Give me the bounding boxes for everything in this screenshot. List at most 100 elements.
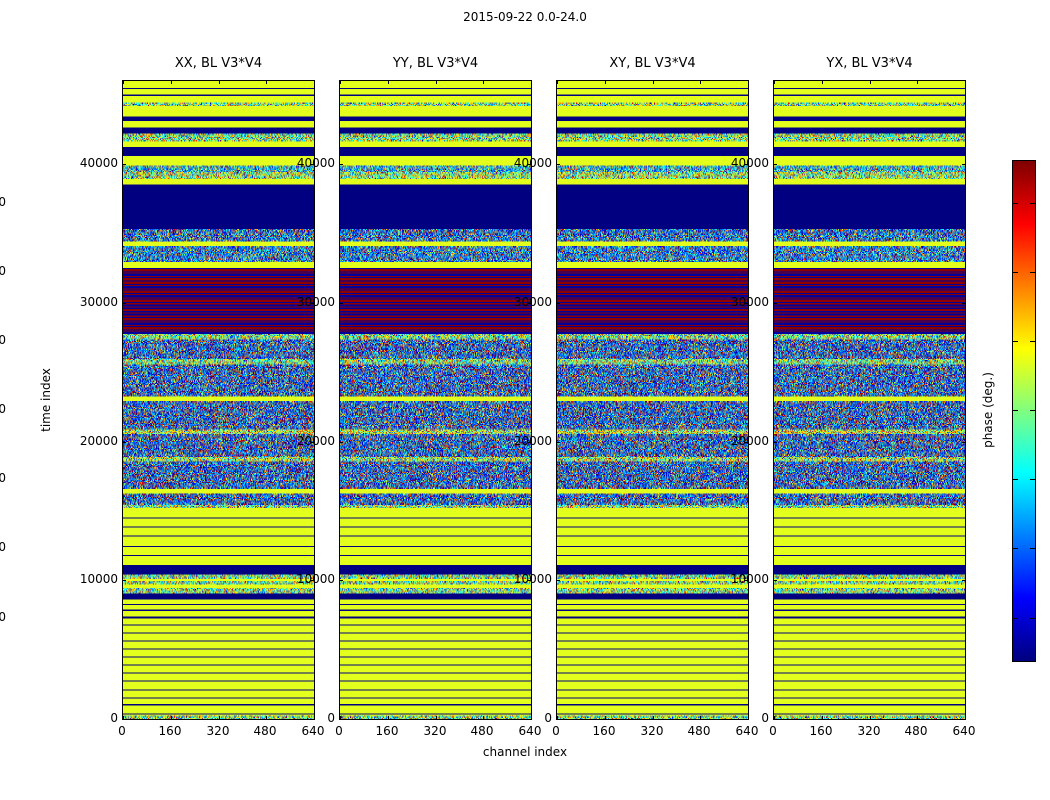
x-tick-mark <box>774 716 775 719</box>
y-tick-mark <box>340 164 343 165</box>
subplot-xx: XX, BL V3*V4 0 160 320 480 640 0 10000 20000 3000… <box>80 56 325 738</box>
x-tick-label: 640 <box>518 724 542 738</box>
y-tick-mark <box>311 719 315 720</box>
x-tick-mark <box>123 81 124 84</box>
colorbar-tick-label: −50 <box>0 471 6 485</box>
colorbar-tick-mark <box>1013 341 1018 342</box>
x-tick-mark <box>388 81 389 84</box>
x-tick-mark <box>917 716 918 719</box>
x-tick-label: 160 <box>809 724 833 738</box>
x-tick-label: 640 <box>735 724 759 738</box>
colorbar-tick-mark <box>1030 479 1035 480</box>
heatmap-image <box>340 81 531 719</box>
plot-area <box>122 80 315 720</box>
y-tick-label: 10000 <box>513 572 552 586</box>
x-tick-mark <box>266 81 267 84</box>
x-tick-mark <box>171 81 172 84</box>
y-tick-mark <box>311 164 314 165</box>
x-tick-mark <box>531 716 532 720</box>
figure-suptitle: 2015-09-22 0.0-24.0 <box>463 10 587 24</box>
plot-area <box>773 80 966 720</box>
x-tick-mark <box>965 716 966 720</box>
x-tick-mark <box>557 716 558 719</box>
colorbar-tick-mark <box>1013 203 1018 204</box>
y-tick-label: 30000 <box>730 295 769 309</box>
y-tick-mark <box>962 580 965 581</box>
x-tick-label: 0 <box>552 724 560 738</box>
y-tick-label: 20000 <box>296 434 335 448</box>
colorbar-tick-mark <box>1013 618 1018 619</box>
y-tick-label: 40000 <box>296 156 335 170</box>
x-tick-label: 480 <box>687 724 711 738</box>
colorbar-tick-mark <box>1013 272 1018 273</box>
y-tick-mark <box>556 719 560 720</box>
x-tick-mark <box>653 81 654 84</box>
x-tick-mark <box>340 81 341 84</box>
y-tick-mark <box>745 719 749 720</box>
x-tick-mark <box>557 81 558 84</box>
heatmap-image <box>774 81 965 719</box>
x-tick-mark <box>748 80 749 84</box>
x-tick-label: 320 <box>640 724 664 738</box>
y-tick-mark <box>962 442 965 443</box>
x-tick-mark <box>436 716 437 719</box>
y-tick-mark <box>745 580 748 581</box>
x-tick-mark <box>700 81 701 84</box>
x-tick-label: 160 <box>592 724 616 738</box>
x-tick-mark <box>123 716 124 719</box>
subplot-yy: YY, BL V3*V4 0 160 320 480 640 0 10000 20000 3000… <box>297 56 542 738</box>
y-tick-mark <box>339 719 343 720</box>
colorbar-tick-mark <box>1013 410 1018 411</box>
x-tick-mark <box>219 81 220 84</box>
y-axis-label: time index <box>39 368 53 432</box>
x-tick-mark <box>605 81 606 84</box>
y-tick-label: 30000 <box>79 295 118 309</box>
y-tick-mark <box>311 442 314 443</box>
y-tick-mark <box>123 164 126 165</box>
x-tick-mark <box>171 716 172 719</box>
y-tick-label: 40000 <box>730 156 769 170</box>
y-tick-mark <box>528 303 531 304</box>
x-tick-label: 0 <box>335 724 343 738</box>
x-tick-label: 480 <box>253 724 277 738</box>
x-tick-mark <box>340 716 341 719</box>
x-tick-mark <box>314 80 315 84</box>
y-tick-mark <box>340 580 343 581</box>
y-tick-mark <box>123 580 126 581</box>
y-tick-mark <box>774 580 777 581</box>
x-tick-mark <box>531 80 532 84</box>
colorbar-tick-mark <box>1030 341 1035 342</box>
y-tick-mark <box>557 580 560 581</box>
y-tick-mark <box>962 303 965 304</box>
colorbar <box>1012 160 1036 662</box>
y-tick-mark <box>123 303 126 304</box>
y-tick-label: 10000 <box>296 572 335 586</box>
y-tick-mark <box>340 303 343 304</box>
x-tick-label: 480 <box>904 724 928 738</box>
y-tick-label: 20000 <box>79 434 118 448</box>
x-tick-mark <box>219 716 220 719</box>
x-tick-label: 160 <box>375 724 399 738</box>
y-tick-mark <box>557 442 560 443</box>
colorbar-tick-label: 100 <box>0 264 6 278</box>
subplot-title: XY, BL V3*V4 <box>609 56 696 71</box>
x-tick-mark <box>653 716 654 719</box>
y-tick-mark <box>122 719 126 720</box>
y-tick-label: 30000 <box>296 295 335 309</box>
subplot-title: YX, BL V3*V4 <box>826 56 913 71</box>
y-tick-mark <box>745 164 748 165</box>
y-tick-mark <box>774 164 777 165</box>
y-tick-label: 30000 <box>513 295 552 309</box>
x-tick-mark <box>774 81 775 84</box>
colorbar-tick-mark <box>1030 272 1035 273</box>
x-tick-label: 320 <box>423 724 447 738</box>
x-axis-label: channel index <box>482 745 568 759</box>
x-tick-mark <box>870 81 871 84</box>
plot-area <box>339 80 532 720</box>
y-tick-mark <box>557 303 560 304</box>
x-tick-mark <box>822 81 823 84</box>
y-tick-label: 0 <box>544 711 552 725</box>
x-tick-label: 320 <box>857 724 881 738</box>
y-tick-label: 0 <box>327 711 335 725</box>
x-tick-mark <box>266 716 267 719</box>
